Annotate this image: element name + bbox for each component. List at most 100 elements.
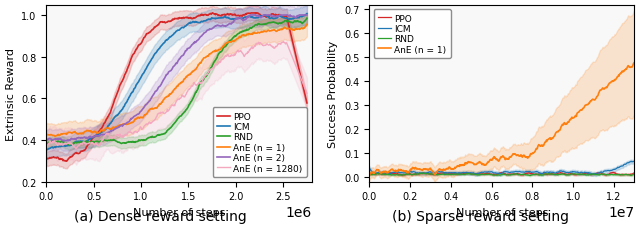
Line: PPO: PPO xyxy=(369,173,634,175)
AnE (n = 1) xyxy=(543,140,550,142)
AnE (n = 1) xyxy=(433,170,441,173)
AnE (n = 2) xyxy=(166,70,174,73)
ICM xyxy=(565,171,573,174)
ICM xyxy=(168,35,176,38)
ICM xyxy=(630,160,638,163)
X-axis label: Number of steps: Number of steps xyxy=(456,207,548,217)
Line: AnE (n = 1): AnE (n = 1) xyxy=(369,63,634,177)
RND xyxy=(298,22,305,25)
RND xyxy=(412,173,420,176)
ICM xyxy=(543,171,550,174)
AnE (n = 1280) xyxy=(184,90,191,93)
Line: ICM: ICM xyxy=(46,15,307,150)
RND xyxy=(527,174,534,177)
AnE (n = 2) xyxy=(60,140,67,143)
Y-axis label: Success Probability: Success Probability xyxy=(328,40,339,147)
AnE (n = 1280) xyxy=(166,107,174,109)
AnE (n = 1280) xyxy=(72,148,80,151)
AnE (n = 1) xyxy=(365,175,373,178)
AnE (n = 1) xyxy=(42,134,50,137)
RND xyxy=(543,173,551,176)
Line: AnE (n = 1): AnE (n = 1) xyxy=(46,25,307,137)
RND xyxy=(566,173,573,176)
AnE (n = 1280) xyxy=(280,41,287,44)
ICM xyxy=(303,13,311,16)
AnE (n = 1) xyxy=(168,91,176,94)
Text: (a) Dense reward setting: (a) Dense reward setting xyxy=(74,209,246,223)
AnE (n = 1280) xyxy=(298,80,305,82)
AnE (n = 1) xyxy=(184,74,191,77)
AnE (n = 1) xyxy=(630,62,638,64)
RND xyxy=(419,172,426,175)
AnE (n = 2) xyxy=(42,139,50,142)
Line: ICM: ICM xyxy=(369,162,634,174)
ICM xyxy=(198,21,205,24)
RND xyxy=(65,144,72,146)
Line: AnE (n = 1280): AnE (n = 1280) xyxy=(46,42,307,149)
AnE (n = 1) xyxy=(257,32,264,35)
ICM xyxy=(257,15,264,18)
ICM xyxy=(592,173,600,176)
PPO xyxy=(413,173,420,176)
RND xyxy=(365,174,373,176)
PPO xyxy=(365,172,373,175)
AnE (n = 1) xyxy=(485,160,493,163)
RND xyxy=(166,127,174,130)
AnE (n = 2) xyxy=(298,15,305,17)
AnE (n = 1) xyxy=(565,121,573,124)
AnE (n = 1) xyxy=(51,135,59,138)
Line: RND: RND xyxy=(46,19,307,145)
Line: AnE (n = 2): AnE (n = 2) xyxy=(46,16,307,141)
PPO xyxy=(543,173,550,176)
Legend: PPO, ICM, RND, AnE (n = 1): PPO, ICM, RND, AnE (n = 1) xyxy=(374,10,451,59)
PPO xyxy=(168,20,176,22)
PPO xyxy=(486,173,493,176)
Text: (b) Sparse reward setting: (b) Sparse reward setting xyxy=(392,209,568,223)
AnE (n = 1) xyxy=(412,167,420,170)
AnE (n = 1280) xyxy=(257,42,264,45)
AnE (n = 2) xyxy=(303,15,311,17)
ICM xyxy=(412,172,420,175)
ICM xyxy=(166,36,174,39)
PPO xyxy=(298,80,305,83)
PPO xyxy=(434,173,442,175)
PPO xyxy=(303,102,311,105)
Line: PPO: PPO xyxy=(46,14,307,161)
PPO xyxy=(630,171,638,174)
ICM xyxy=(365,167,373,169)
RND xyxy=(522,174,530,176)
AnE (n = 1) xyxy=(522,155,529,158)
AnE (n = 1) xyxy=(198,60,205,63)
RND xyxy=(168,125,176,128)
PPO xyxy=(566,173,573,176)
RND xyxy=(42,143,50,146)
Y-axis label: Extrinsic Reward: Extrinsic Reward xyxy=(6,47,15,140)
ICM xyxy=(43,148,51,151)
PPO xyxy=(398,174,406,177)
AnE (n = 2) xyxy=(168,68,176,71)
ICM xyxy=(630,160,638,163)
PPO xyxy=(184,17,191,20)
RND xyxy=(434,174,442,176)
AnE (n = 2) xyxy=(246,15,254,17)
AnE (n = 2) xyxy=(257,17,265,20)
ICM xyxy=(485,171,493,174)
RND xyxy=(486,173,493,176)
PPO xyxy=(42,158,50,161)
RND xyxy=(198,80,205,83)
AnE (n = 1280) xyxy=(303,92,311,95)
AnE (n = 1) xyxy=(298,28,305,31)
PPO xyxy=(209,12,216,15)
RND xyxy=(257,24,264,27)
ICM xyxy=(184,24,191,26)
PPO xyxy=(166,21,174,23)
PPO xyxy=(63,160,70,163)
RND xyxy=(303,18,311,20)
AnE (n = 1280) xyxy=(42,147,50,150)
ICM xyxy=(433,171,441,174)
RND xyxy=(184,107,191,109)
ICM xyxy=(522,171,529,173)
Line: RND: RND xyxy=(369,173,634,176)
PPO xyxy=(257,15,265,18)
ICM xyxy=(42,148,50,151)
